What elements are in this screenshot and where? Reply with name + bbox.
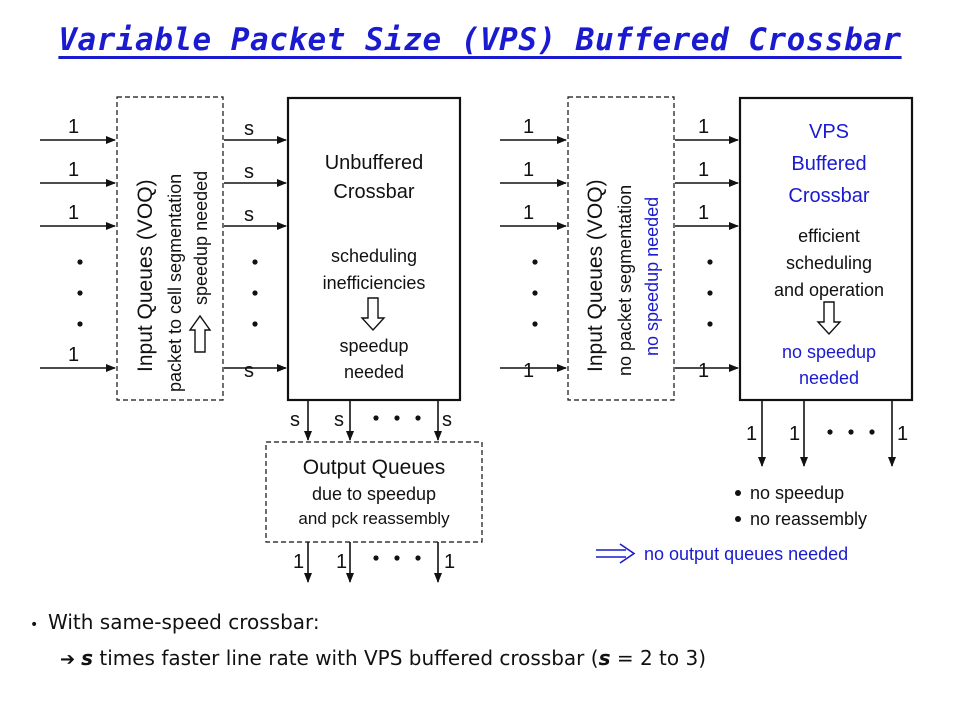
- right-link-arrows: [675, 136, 739, 372]
- left-input-dots: [77, 259, 83, 327]
- implies-arrow-icon: [596, 543, 636, 564]
- right-output-rates: 1 1 1: [746, 423, 908, 445]
- footer-line: ➔ s times faster line rate with VPS buffe…: [60, 646, 706, 670]
- footer-bullet: • With same-speed crossbar:: [30, 610, 320, 634]
- right-link-rate-4: 1: [698, 360, 709, 382]
- left-crossbar-note-1: scheduling: [331, 246, 417, 266]
- right-output-dots: [827, 429, 875, 435]
- right-crossbar-line-3: Crossbar: [788, 185, 869, 207]
- left-input-arrows: [40, 136, 116, 372]
- right-crossbar-note-3: and operation: [774, 280, 884, 300]
- right-input-dots: [532, 259, 538, 327]
- right-crossbar-note-2: scheduling: [786, 253, 872, 273]
- left-final-output-rate-2: 1: [336, 551, 347, 573]
- left-output-queue-box: [265, 441, 483, 543]
- right-input-rate-2: 1: [523, 159, 534, 181]
- right-input-rate-4: 1: [523, 360, 534, 382]
- right-crossbar-box: [738, 96, 914, 402]
- left-input-rate-2: 1: [68, 159, 79, 181]
- left-input-rates: 1 1 1 1: [68, 116, 79, 366]
- left-input-queue-sub2: speedup needed: [191, 171, 211, 305]
- left-crossbar-line-2: Crossbar: [333, 181, 414, 203]
- left-system: 1 1 1 1 Input Queues (VOQ) packet to cel…: [40, 96, 483, 583]
- right-input-queue-label: Input Queues (VOQ): [584, 179, 607, 372]
- left-input-queue-sub: packet to cell segmentation: [165, 174, 185, 392]
- bullet-dot-icon: •: [30, 617, 39, 633]
- left-input-queue-box: [116, 96, 224, 401]
- right-output-rate-2: 1: [789, 423, 800, 445]
- left-link-arrows: [224, 136, 287, 372]
- left-link-rate-3: s: [244, 204, 254, 226]
- left-crossbar-output-rate-3: s: [442, 409, 452, 431]
- left-crossbar-line-1: Unbuffered: [325, 152, 424, 174]
- right-link-rate-3: 1: [698, 202, 709, 224]
- right-input-queue-sub: no packet segmentation: [615, 185, 635, 376]
- left-link-rate-1: s: [244, 118, 254, 140]
- implies-arrow-icon: ➔: [60, 649, 76, 670]
- right-input-queue-box: [567, 96, 675, 401]
- right-input-rates: 1 1 1 1: [523, 116, 534, 382]
- left-final-output-arrows: [304, 542, 442, 583]
- right-system: 1 1 1 1 Input Queues (VOQ) no packet seg…: [500, 96, 914, 564]
- left-link-dots: [252, 259, 258, 327]
- right-down-arrow-icon: [816, 301, 842, 336]
- right-input-queue-sub2: no speedup needed: [642, 197, 662, 356]
- right-crossbar-line-1: VPS: [809, 121, 849, 143]
- left-link-rate-4: s: [244, 360, 254, 382]
- right-link-rate-2: 1: [698, 159, 709, 181]
- left-crossbar-output-rates: s s s: [290, 409, 452, 431]
- right-link-rate-1: 1: [698, 116, 709, 138]
- right-input-rate-1: 1: [523, 116, 534, 138]
- left-final-output-rate-3: 1: [444, 551, 455, 573]
- right-input-arrows: [500, 136, 567, 372]
- footer-var-s2: s: [598, 646, 611, 670]
- left-crossbar-result-2: needed: [344, 362, 404, 382]
- left-crossbar-output-arrows: [304, 400, 442, 441]
- right-link-rates: 1 1 1 1: [698, 116, 709, 382]
- left-final-output-dots: [373, 555, 421, 561]
- left-crossbar-box: [286, 96, 462, 402]
- left-output-queue-line-2: due to speedup: [312, 484, 436, 504]
- left-input-rate-1: 1: [68, 116, 79, 138]
- right-output-arrows: [758, 400, 896, 467]
- left-input-queue-label: Input Queues (VOQ): [134, 179, 157, 372]
- diagram: 1 1 1 1 Input Queues (VOQ) packet to cel…: [40, 96, 914, 583]
- right-conclusion: no output queues needed: [644, 544, 848, 564]
- left-crossbar-output-rate-1: s: [290, 409, 300, 431]
- left-output-queue-line-3: and pck reassembly: [298, 509, 450, 528]
- left-speedup-arrow-icon: [188, 314, 212, 353]
- left-input-rate-3: 1: [68, 202, 79, 224]
- footer-line-end: = 2 to 3): [610, 646, 707, 670]
- footer-line-mid: times faster line rate with VPS buffered…: [93, 646, 599, 670]
- left-crossbar-result-1: speedup: [339, 336, 408, 356]
- left-input-rate-4: 1: [68, 344, 79, 366]
- left-link-rates: s s s s: [244, 118, 254, 382]
- right-bullet-2: no reassembly: [750, 509, 867, 529]
- left-crossbar-note-2: inefficiencies: [323, 273, 426, 293]
- left-final-output-rate-1: 1: [293, 551, 304, 573]
- right-crossbar-line-2: Buffered: [791, 153, 866, 175]
- left-crossbar-output-dots: [373, 415, 421, 421]
- left-link-rate-2: s: [244, 161, 254, 183]
- left-output-queue-line-1: Output Queues: [303, 456, 445, 479]
- right-link-dots: [707, 259, 713, 327]
- left-down-arrow-icon: [360, 297, 386, 332]
- left-crossbar-output-rate-2: s: [334, 409, 344, 431]
- right-crossbar-result-2: needed: [799, 368, 859, 388]
- right-output-rate-3: 1: [897, 423, 908, 445]
- right-input-rate-3: 1: [523, 202, 534, 224]
- footer-var-s: s: [81, 646, 93, 670]
- footer-bullet-text: With same-speed crossbar:: [48, 610, 320, 634]
- right-output-rate-1: 1: [746, 423, 757, 445]
- right-bullets: no speedup no reassembly: [735, 483, 867, 529]
- slide-title: Variable Packet Size (VPS) Buffered Cros…: [58, 22, 902, 58]
- right-bullet-1: no speedup: [750, 483, 844, 503]
- right-crossbar-note-1: efficient: [798, 226, 860, 246]
- left-final-output-rates: 1 1 1: [293, 551, 455, 573]
- right-crossbar-result-1: no speedup: [782, 342, 876, 362]
